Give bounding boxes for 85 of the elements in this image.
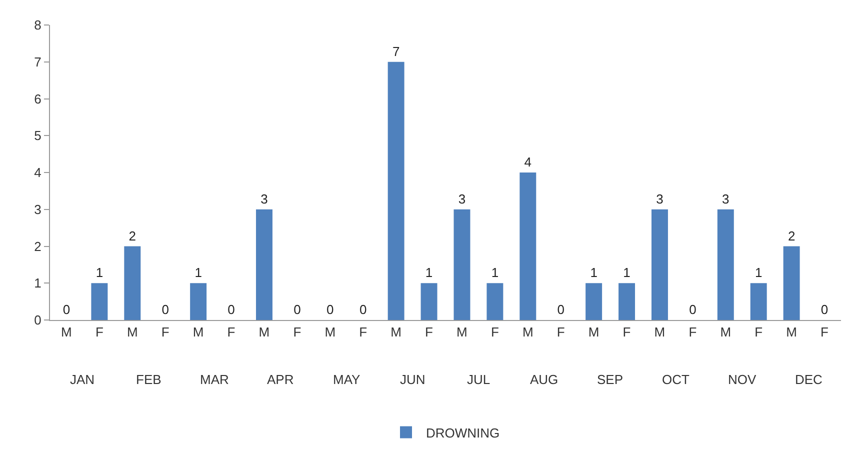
data-label: 0 (689, 302, 696, 317)
text: APR (267, 372, 294, 387)
bar (586, 283, 602, 320)
data-label: 1 (590, 265, 598, 280)
data-label: 0 (326, 302, 334, 317)
x-tick-label: M (126, 324, 138, 340)
text: OCT (662, 372, 690, 387)
bar (388, 62, 404, 320)
data-label: 3 (260, 191, 268, 206)
x-tick-label: F (359, 324, 368, 340)
data-label: 0 (294, 302, 301, 317)
x-tick-label: F (227, 324, 236, 340)
x-tick-label: F (425, 324, 434, 340)
text: NOV (728, 372, 756, 387)
text: SEP (597, 372, 624, 387)
bar (750, 283, 767, 320)
x-tick-label: M (588, 324, 600, 340)
bar (420, 283, 438, 320)
bar (520, 172, 536, 320)
data-label: 0 (162, 302, 169, 317)
y-tick-label: 4 (34, 165, 42, 180)
data-label: 3 (656, 191, 664, 206)
bar (91, 283, 108, 320)
x-tick-label: F (820, 324, 829, 340)
text: AUG (530, 372, 558, 387)
y-tick-label: 8 (34, 18, 42, 33)
text: FEB (136, 372, 162, 387)
data-label: 0 (228, 302, 235, 317)
bar (651, 209, 668, 320)
x-tick-label: F (754, 324, 763, 340)
x-tick-label: M (456, 324, 468, 340)
text: MAR (200, 372, 229, 387)
bar (618, 283, 636, 320)
y-tick-label: 0 (34, 312, 42, 328)
x-tick-label: F (556, 324, 565, 340)
data-label: 3 (458, 191, 466, 206)
text: DEC (795, 372, 822, 387)
x-tick-label: F (688, 324, 697, 340)
x-tick-label: F (622, 324, 631, 340)
bar (454, 209, 470, 320)
data-label: 0 (820, 302, 828, 317)
data-label: 0 (359, 302, 367, 317)
y-tick-label: 5 (34, 128, 42, 144)
x-tick-label: M (258, 324, 270, 340)
bar (486, 283, 504, 320)
x-tick-label: F (95, 324, 104, 340)
x-tick-label: M (390, 324, 402, 340)
legend-label: DROWNING (426, 425, 500, 440)
data-label: 2 (128, 228, 136, 244)
text: MAY (333, 372, 361, 387)
x-tick-label: M (720, 324, 732, 340)
data-label: 1 (194, 265, 202, 280)
data-label: 4 (524, 154, 532, 170)
bar (124, 246, 141, 320)
y-tick-label: 3 (34, 202, 42, 217)
x-tick-label: M (192, 324, 204, 340)
x-tick-label: M (522, 324, 534, 340)
data-label: 1 (96, 265, 104, 280)
text: JAN (70, 372, 95, 387)
bar (717, 209, 734, 320)
text: JUL (467, 372, 490, 387)
bar (190, 283, 207, 320)
y-tick-label: 2 (34, 238, 42, 254)
data-label: 2 (788, 228, 796, 244)
x-tick-label: F (490, 324, 499, 340)
data-label: 1 (491, 265, 499, 280)
x-tick-label: M (786, 324, 797, 340)
x-tick-label: F (293, 324, 302, 340)
bar (256, 209, 272, 320)
data-label: 3 (722, 191, 730, 206)
data-label: 1 (425, 265, 433, 280)
y-tick-label: 1 (34, 276, 42, 291)
x-tick-label: F (161, 324, 170, 340)
data-label: 1 (623, 265, 630, 280)
x-tick-label: M (61, 324, 72, 340)
bar (783, 246, 800, 320)
data-label: 0 (62, 302, 70, 317)
data-label: 7 (392, 44, 400, 59)
data-label: 1 (754, 265, 762, 280)
x-tick-label: M (324, 324, 336, 340)
y-tick-label: 6 (34, 91, 42, 106)
y-tick-label: 7 (34, 54, 42, 70)
data-label: 0 (557, 302, 564, 317)
x-tick-label: M (654, 324, 666, 340)
text: JUN (400, 372, 426, 387)
